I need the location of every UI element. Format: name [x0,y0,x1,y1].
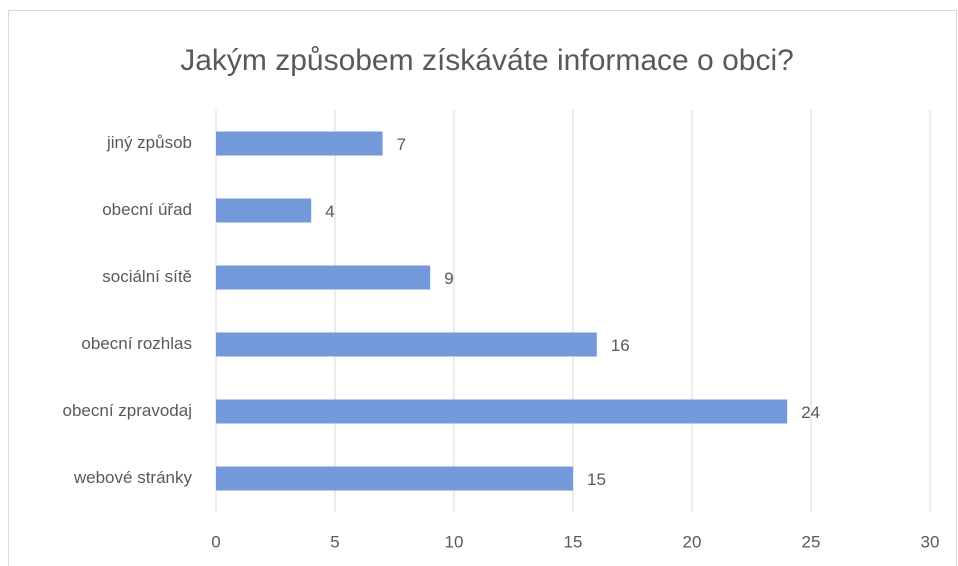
x-tick-label: 20 [683,532,702,551]
bar [216,198,312,223]
chart-title: Jakým způsobem získáváte informace o obc… [180,44,794,77]
y-tick-label: sociální sítě [102,267,192,286]
y-tick-label: obecní zpravodaj [63,401,192,420]
data-label: 9 [444,269,453,288]
bar [216,466,573,491]
data-label: 16 [611,336,630,355]
x-tick-label: 30 [921,532,940,551]
y-tick-label: jiný způsob [106,133,192,152]
x-tick-label: 10 [445,532,464,551]
data-label: 15 [587,470,606,489]
x-tick-label: 0 [211,532,220,551]
x-tick-label: 5 [330,532,339,551]
x-tick-label: 25 [802,532,821,551]
y-tick-label: webové stránky [73,468,193,487]
data-label: 4 [325,202,334,221]
bar [216,332,597,357]
data-label: 24 [801,403,820,422]
bar [216,131,383,156]
bar [216,399,788,424]
y-tick-label: obecní úřad [102,200,192,219]
bar [216,265,431,290]
x-tick-label: 15 [564,532,583,551]
y-tick-label: obecní rozhlas [81,334,192,353]
data-label: 7 [397,135,406,154]
